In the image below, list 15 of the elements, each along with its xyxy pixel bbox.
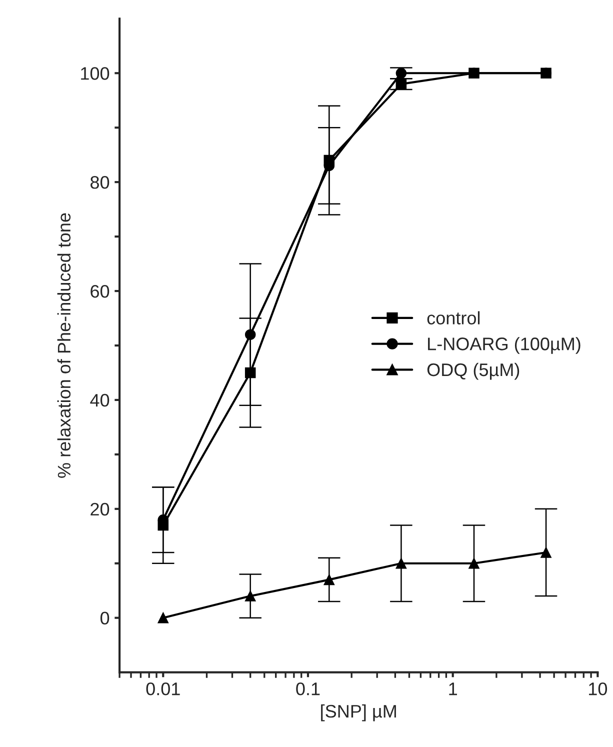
y-tick-label: 20 <box>90 502 110 516</box>
x-tick-label: 0.1 <box>296 682 320 696</box>
x-tick-label: 10 <box>589 682 608 696</box>
y-tick-label: 60 <box>90 284 110 298</box>
legend-label: L-NOARG (100µM) <box>428 337 580 354</box>
y-tick-label: 0 <box>100 612 110 625</box>
x-axis-title: [SNP] µM <box>321 704 396 722</box>
y-tick-label: 100 <box>81 67 110 80</box>
y-axis-title: % relaxation of Phe-induced tone <box>57 213 71 478</box>
x-tick-label: 1 <box>449 682 457 696</box>
x-tick-label: 0.01 <box>146 682 180 696</box>
legend-label: ODQ (5µM) <box>427 362 520 380</box>
y-tick-label: 80 <box>90 176 110 189</box>
legend-label: control <box>427 311 480 324</box>
y-tick-label: 40 <box>90 394 110 407</box>
